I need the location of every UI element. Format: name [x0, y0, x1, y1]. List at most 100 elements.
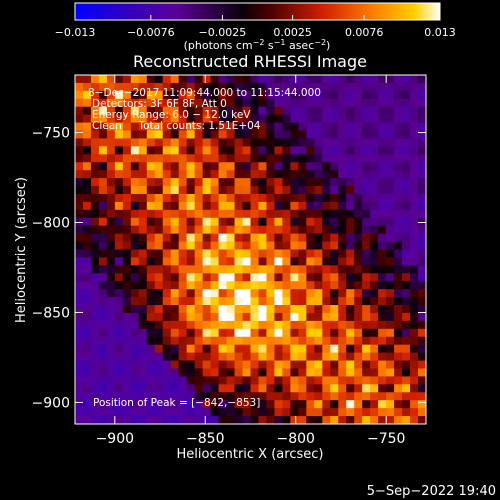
heatmap-cell: [170, 273, 180, 282]
heatmap-cell: [282, 408, 291, 417]
heatmap-cell: [162, 305, 172, 314]
heatmap-cell: [394, 241, 403, 251]
heatmap-cell: [354, 241, 363, 251]
heatmap-cell: [218, 297, 228, 306]
heatmap-cell: [290, 233, 299, 243]
heatmap-cell: [354, 400, 363, 409]
heatmap-cell: [210, 130, 220, 140]
heatmap-cell: [138, 98, 148, 108]
heatmap-cell: [298, 82, 307, 92]
heatmap-cell: [186, 209, 196, 219]
heatmap-cell: [306, 82, 315, 92]
heatmap-cell: [170, 305, 180, 314]
heatmap-cell: [394, 408, 403, 417]
heatmap-cell: [258, 416, 268, 424]
heatmap-cell: [114, 257, 124, 266]
heatmap-cell: [290, 328, 299, 338]
heatmap-cell: [258, 225, 268, 235]
heatmap-cell: [410, 336, 419, 346]
heatmap-cell: [114, 328, 124, 338]
heatmap-cell: [226, 114, 236, 124]
heatmap-cell: [194, 273, 204, 282]
annotation-energy-range: Energy Range: 6.0 − 12.0 keV: [92, 109, 251, 121]
annotation-time-range: 8−Dec−2017 11:09:44.000 to 11:15:44.000: [88, 87, 321, 99]
heatmap-cell: [170, 146, 180, 155]
heatmap-cell: [130, 352, 140, 362]
heatmap-cell: [218, 360, 228, 370]
heatmap-cell: [130, 75, 140, 84]
heatmap-cell: [162, 146, 172, 155]
heatmap-cell: [378, 162, 387, 171]
heatmap-cell: [242, 289, 252, 298]
heatmap-cell: [170, 154, 180, 163]
heatmap-cell: [402, 328, 411, 338]
heatmap-cell: [154, 75, 164, 84]
heatmap-cell: [290, 384, 299, 393]
heatmap-cell: [258, 273, 268, 282]
heatmap-cell: [314, 368, 323, 378]
heatmap-cell: [402, 320, 411, 330]
heatmap-cell: [170, 408, 180, 417]
heatmap-cell: [266, 344, 276, 354]
heatmap-cell: [75, 90, 84, 100]
heatmap-cell: [98, 265, 108, 274]
heatmap-cell: [418, 233, 426, 243]
heatmap-cell: [146, 384, 156, 393]
heatmap-cell: [98, 297, 108, 306]
heatmap-cell: [306, 328, 315, 338]
heatmap-cell: [274, 82, 284, 92]
heatmap-cell: [346, 154, 355, 163]
heatmap-cell: [146, 352, 156, 362]
heatmap-cell: [338, 90, 347, 100]
heatmap-cell: [210, 297, 220, 306]
heatmap-cell: [354, 336, 363, 346]
heatmap-cell: [146, 416, 156, 424]
heatmap-cell: [75, 186, 84, 195]
heatmap-cell: [266, 305, 276, 314]
heatmap-cell: [82, 193, 92, 203]
heatmap-cell: [338, 225, 347, 235]
heatmap-cell: [330, 360, 339, 370]
heatmap-cell: [362, 368, 371, 378]
heatmap-cell: [258, 320, 268, 330]
heatmap-cell: [210, 328, 220, 338]
heatmap-cell: [98, 122, 108, 132]
heatmap-cell: [234, 106, 244, 116]
heatmap-cell: [234, 146, 244, 155]
heatmap-cell: [330, 281, 339, 290]
heatmap-cell: [354, 281, 363, 290]
heatmap-cell: [162, 392, 172, 401]
heatmap-cell: [306, 178, 315, 187]
heatmap-cell: [90, 82, 100, 92]
heatmap-cell: [362, 257, 371, 266]
heatmap-cell: [410, 249, 419, 259]
heatmap-cell: [322, 281, 331, 290]
heatmap-cell: [394, 146, 403, 155]
heatmap-cell: [290, 114, 299, 124]
heatmap-cell: [242, 376, 252, 385]
heatmap-cell: [122, 209, 132, 219]
heatmap-cell: [178, 352, 188, 362]
heatmap-cell: [90, 392, 100, 401]
heatmap-cell: [90, 336, 100, 346]
heatmap-cell: [170, 217, 180, 227]
heatmap-cell: [418, 336, 426, 346]
heatmap-cell: [146, 138, 156, 147]
heatmap-cell: [130, 98, 140, 108]
heatmap-cell: [314, 344, 323, 354]
heatmap-cell: [106, 320, 116, 330]
heatmap-cell: [130, 201, 140, 211]
heatmap-cell: [282, 376, 291, 385]
heatmap-cell: [418, 392, 426, 401]
heatmap-cell: [306, 90, 315, 100]
heatmap-cell: [322, 75, 331, 84]
heatmap-cell: [98, 130, 108, 140]
heatmap-cell: [338, 265, 347, 274]
heatmap-cell: [370, 193, 379, 203]
heatmap-cell: [362, 273, 371, 282]
heatmap-cell: [170, 209, 180, 219]
heatmap-cell: [322, 257, 331, 266]
heatmap-cell: [242, 249, 252, 259]
heatmap-cell: [186, 312, 196, 322]
x-axis-ticks: −900 −850 −800 −750: [96, 75, 405, 447]
